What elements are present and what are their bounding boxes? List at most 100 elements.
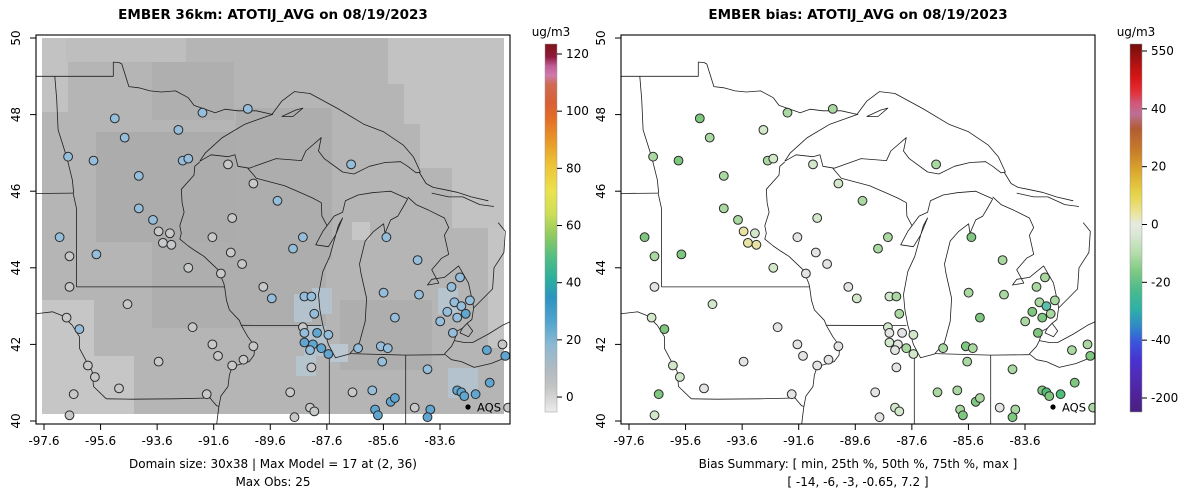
station-dot (442, 306, 453, 317)
station-dot (242, 104, 253, 114)
station-dot (382, 343, 393, 354)
station-dot (659, 324, 670, 335)
station-dot (758, 124, 769, 135)
station-dot (833, 341, 844, 352)
station-dot (870, 387, 881, 398)
station-dot (227, 360, 238, 371)
station-dot (258, 282, 269, 292)
colorbar: ug/m3 550 40 20 0 -20 -40 -200 (1117, 25, 1178, 413)
station-dot (792, 232, 803, 243)
station-dot (323, 329, 334, 340)
station-dot (1007, 412, 1018, 423)
station-dot (306, 291, 317, 302)
station-dot (1040, 272, 1050, 283)
station-dot (653, 389, 664, 400)
aqs-legend-dot (465, 404, 471, 410)
station-dot (997, 255, 1008, 266)
station-dot (119, 132, 130, 143)
station-dot (823, 354, 834, 365)
station-dot (153, 226, 164, 237)
caption-bias-summary-header: Bias Summary: [ min, 25th %, 50th %, 75t… (698, 457, 1018, 471)
station-dot (213, 351, 223, 361)
station-dot (63, 151, 73, 162)
station-dot (699, 383, 709, 394)
x-tick-label: -83.6 (424, 434, 455, 448)
station-dot (843, 282, 854, 292)
station-dot (931, 159, 942, 170)
station-dot (768, 153, 779, 164)
station-dot (668, 360, 678, 371)
station-dot (353, 343, 364, 354)
station-dot (460, 308, 471, 319)
station-dot (183, 153, 194, 164)
x-tick-label: -83.6 (1009, 434, 1040, 448)
station-dot (873, 243, 883, 254)
x-tick-label: -85.6 (368, 434, 399, 448)
station-dot (884, 328, 895, 338)
station-dot (707, 299, 718, 310)
station-dot (435, 316, 446, 327)
x-axis: -97.6 -95.6 -93.6 -91.6 -89.6 -87.6 -85.6 -83.6 (28, 424, 456, 448)
station-dot (812, 213, 823, 223)
y-tick-label: 40 (594, 413, 608, 428)
colorbar-tick-label: 60 (566, 219, 581, 233)
colorbar-tick-label: 40 (566, 276, 581, 290)
station-dot (801, 268, 811, 279)
station-dot (1082, 339, 1093, 350)
station-dot (122, 299, 133, 310)
colorbar-tick-label: 0 (566, 390, 574, 404)
x-tick-label: -95.6 (85, 434, 116, 448)
station-dot (309, 308, 320, 319)
station-dot (316, 343, 327, 354)
y-tick-label: 50 (594, 30, 608, 45)
y-tick-label: 46 (594, 184, 608, 199)
station-dot (305, 345, 315, 356)
station-dot (743, 238, 753, 248)
station-dot (90, 372, 100, 382)
station-dot (183, 262, 194, 273)
plot-box (620, 34, 1096, 425)
station-dot (750, 228, 760, 239)
station-dot (272, 195, 283, 206)
station-dot (883, 232, 893, 243)
panel-title-model: EMBER 36km: ATOTIJ_AVG on 08/19/2023 (118, 7, 428, 23)
colorbar-tick-label: 0 (1151, 217, 1159, 231)
x-tick-label: -85.6 (953, 434, 984, 448)
station-dot (133, 171, 144, 181)
colorbar-unit-label: ug/m3 (532, 25, 571, 39)
caption-bias-summary-values: [ -14, -6, -3, -0.65, 7.2 ] (787, 475, 929, 489)
station-dot (165, 228, 175, 239)
aqs-legend: AQS (1050, 401, 1086, 415)
station-dot (782, 107, 793, 118)
station-dot (482, 345, 492, 356)
station-dot (381, 232, 392, 243)
station-dot (833, 178, 844, 189)
bias-map-panel: -97.6 -95.6 -93.6 -91.6 -89.6 -87.6 -85.6 -83.6… (594, 25, 1178, 448)
station-dot (646, 312, 657, 323)
y-tick-label: 50 (9, 30, 23, 45)
station-dot (448, 328, 458, 338)
station-dot (497, 339, 508, 350)
station-dot (908, 349, 919, 359)
station-dot (1069, 377, 1080, 388)
station-dot (173, 124, 184, 135)
station-dot (225, 247, 236, 258)
station-dot (346, 159, 357, 170)
station-dot (786, 389, 797, 400)
station-dot (792, 339, 803, 350)
colorbar-tick-label: 80 (566, 161, 581, 175)
station-dot (148, 215, 158, 225)
station-dot (999, 289, 1009, 300)
station-dot (963, 287, 974, 298)
x-tick-label: -87.6 (896, 434, 927, 448)
station-dot (648, 151, 658, 162)
station-dot (207, 339, 218, 350)
station-dot (733, 215, 743, 225)
y-tick-label: 48 (594, 107, 608, 122)
station-dot (309, 406, 320, 417)
station-dot (347, 387, 358, 398)
station-dot (216, 268, 226, 279)
x-tick-label: -95.6 (670, 434, 701, 448)
y-tick-label: 44 (594, 260, 608, 275)
colorbar-tick-label: -200 (1151, 391, 1178, 405)
